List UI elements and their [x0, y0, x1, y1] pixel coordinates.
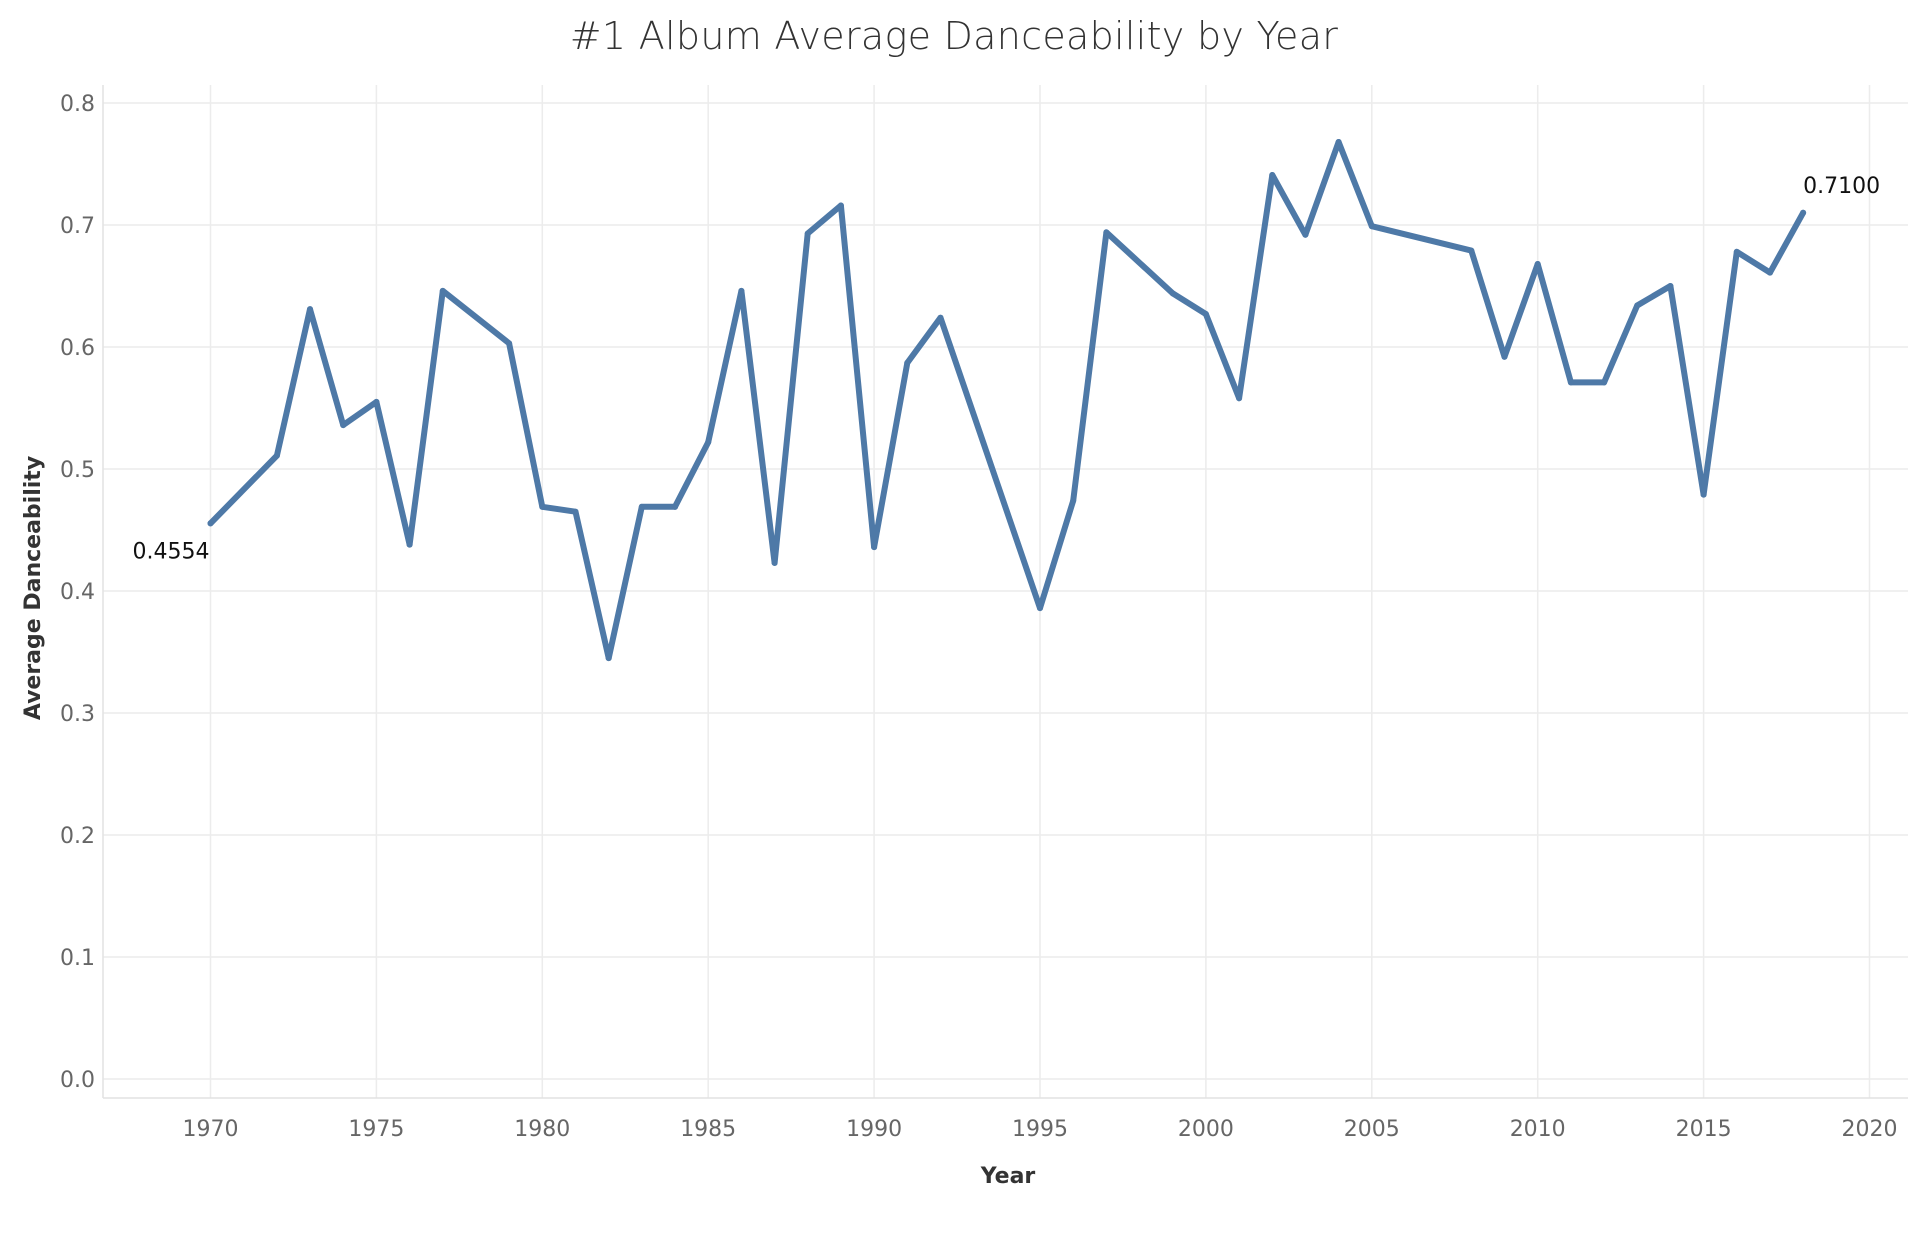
series-lines	[207, 139, 1807, 662]
x-axis-title: Year	[980, 1164, 1036, 1189]
data-point	[738, 287, 745, 294]
data-label: 0.4554	[133, 539, 210, 564]
data-point	[1202, 311, 1209, 318]
data-point	[273, 452, 280, 459]
grid-lines	[102, 85, 1908, 1099]
data-point	[1800, 209, 1807, 216]
data-labels: 0.4554 0.7100	[133, 174, 1881, 565]
data-point	[771, 559, 778, 566]
data-point	[638, 503, 645, 510]
y-tick-label: 0.8	[60, 92, 95, 117]
data-point	[1634, 302, 1641, 309]
x-tick-label: 1970	[183, 1117, 239, 1142]
data-label: 0.7100	[1803, 174, 1880, 199]
x-tick-label: 1985	[680, 1117, 736, 1142]
data-point	[1534, 261, 1541, 268]
y-axis-title: Average Danceability	[21, 456, 46, 720]
data-point	[539, 503, 546, 510]
x-tick-label: 2000	[1178, 1117, 1234, 1142]
data-point	[705, 439, 712, 446]
data-point	[904, 359, 911, 366]
data-point	[1501, 353, 1508, 360]
x-tick-label: 2020	[1842, 1117, 1898, 1142]
data-point	[439, 287, 446, 294]
data-point	[207, 520, 214, 527]
data-point	[605, 655, 612, 662]
x-tick-label: 2010	[1510, 1117, 1566, 1142]
data-point	[1700, 491, 1707, 498]
data-point	[406, 541, 413, 548]
data-point	[1103, 229, 1110, 236]
series-line	[207, 139, 1807, 662]
y-axis-ticks: 0.0 0.1 0.2 0.3 0.4 0.5 0.6 0.7 0.8	[60, 92, 95, 1093]
data-point	[937, 314, 944, 321]
data-point	[871, 544, 878, 551]
data-point	[572, 508, 579, 515]
data-point	[1169, 290, 1176, 297]
chart-title: #1 Album Average Danceability by Year	[569, 14, 1339, 58]
data-point	[1302, 231, 1309, 238]
data-point	[1468, 247, 1475, 254]
data-point	[804, 230, 811, 237]
data-point	[1567, 379, 1574, 386]
data-point	[1601, 379, 1608, 386]
data-point	[1733, 248, 1740, 255]
x-tick-label: 1990	[846, 1117, 902, 1142]
data-point	[1766, 269, 1773, 276]
data-point	[672, 503, 679, 510]
x-tick-label: 2015	[1676, 1117, 1732, 1142]
data-point	[1368, 223, 1375, 230]
data-points	[207, 139, 1807, 662]
data-point	[506, 340, 513, 347]
y-tick-label: 0.2	[60, 824, 95, 849]
y-tick-label: 0.6	[60, 336, 95, 361]
x-axis-ticks: 1970 1975 1980 1985 1990 1995 2000 2005 2010 2015…	[183, 1117, 1898, 1142]
x-tick-label: 1980	[514, 1117, 570, 1142]
data-point	[1070, 497, 1077, 504]
y-tick-label: 0.3	[60, 702, 95, 727]
x-tick-label: 1995	[1012, 1117, 1068, 1142]
data-point	[340, 422, 347, 429]
x-tick-label: 2005	[1344, 1117, 1400, 1142]
data-point	[1667, 283, 1674, 289]
data-point	[1236, 395, 1243, 402]
y-tick-label: 0.5	[60, 458, 95, 483]
data-point	[837, 202, 844, 209]
y-tick-label: 0.4	[60, 580, 95, 605]
y-tick-label: 0.0	[60, 1068, 95, 1093]
data-point	[1335, 139, 1342, 146]
y-tick-label: 0.7	[60, 214, 95, 239]
y-tick-label: 0.1	[60, 946, 95, 971]
data-point	[1269, 171, 1276, 178]
x-tick-label: 1975	[348, 1117, 404, 1142]
data-point	[307, 306, 314, 313]
data-point	[373, 398, 380, 405]
data-point	[1037, 605, 1043, 612]
